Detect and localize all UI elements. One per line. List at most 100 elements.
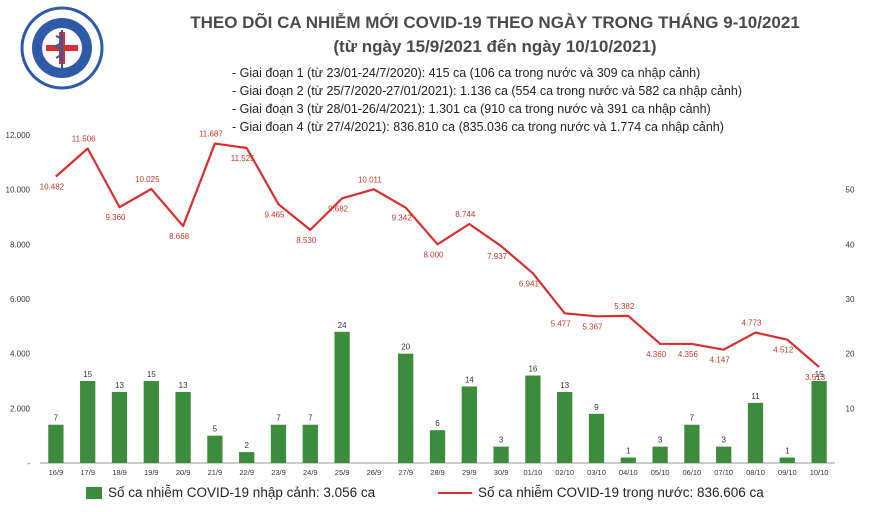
y-left-tick-label: 12.000 xyxy=(6,131,31,140)
ministry-of-health-logo xyxy=(20,6,104,90)
legend-bar-item: Số ca nhiễm COVID-19 nhập cảnh: 3.056 ca xyxy=(86,485,375,500)
x-tick-label: 28/9 xyxy=(430,468,445,477)
x-tick-label: 24/9 xyxy=(303,468,318,477)
y-left-tick-label: 2.000 xyxy=(10,404,31,413)
bar xyxy=(80,381,96,463)
line-value-label: 4.512 xyxy=(773,346,794,355)
x-tick-label: 20/9 xyxy=(176,468,191,477)
x-tick-label: 01/10 xyxy=(524,468,543,477)
x-tick-label: 09/10 xyxy=(778,468,797,477)
line-value-label: 6.941 xyxy=(519,279,540,288)
x-tick-label: 22/9 xyxy=(239,468,254,477)
line-value-label: 9.360 xyxy=(105,213,126,222)
bar xyxy=(398,353,414,463)
bar-value-label: 3 xyxy=(721,436,726,445)
line-value-label: 3.513 xyxy=(805,373,826,382)
bar-value-label: 11 xyxy=(751,392,760,401)
bar xyxy=(429,430,446,463)
bar xyxy=(557,391,573,463)
stage-4-text: - Giai đoạn 4 (từ 27/4/2021): 836.810 ca… xyxy=(232,120,724,134)
x-tick-label: 18/9 xyxy=(112,468,127,477)
bar xyxy=(143,381,159,463)
line-value-label: 10.482 xyxy=(40,182,65,191)
y-left-tick-label: 10.000 xyxy=(6,186,31,195)
x-tick-label: 17/9 xyxy=(80,468,95,477)
bar xyxy=(779,457,795,463)
y-right-tick-label: 40 xyxy=(846,240,855,249)
x-tick-label: 23/9 xyxy=(271,468,286,477)
y-right-tick-label: 10 xyxy=(846,404,855,413)
line-value-label: 8.000 xyxy=(423,250,444,259)
bar-value-label: 15 xyxy=(83,370,92,379)
stage-3-text: - Giai đoạn 3 (từ 28/01-26/4/2021): 1.30… xyxy=(232,102,711,116)
bar xyxy=(175,391,191,463)
line-value-label: 9.465 xyxy=(264,210,285,219)
line-value-label: 4.147 xyxy=(710,356,731,365)
bar-value-label: 9 xyxy=(594,403,599,412)
bar-value-label: 7 xyxy=(690,414,695,423)
stage-summary: - Giai đoạn 1 (từ 23/01-24/7/2020): 415 … xyxy=(232,64,742,136)
bar xyxy=(111,391,128,463)
line-value-label: 4.360 xyxy=(646,350,667,359)
legend-bar-swatch xyxy=(86,487,102,500)
y-right-tick-label: 30 xyxy=(846,295,855,304)
bar-value-label: 13 xyxy=(115,381,124,390)
x-tick-label: 02/10 xyxy=(555,468,574,477)
x-tick-label: 05/10 xyxy=(651,468,670,477)
bar xyxy=(48,424,64,463)
line-value-label: 9.682 xyxy=(328,204,349,213)
bar-value-label: 1 xyxy=(785,447,790,456)
line-value-label: 11.525 xyxy=(231,154,255,163)
x-tick-label: 21/9 xyxy=(208,468,223,477)
stage-1-text: - Giai đoạn 1 (từ 23/01-24/7/2020): 415 … xyxy=(232,66,701,80)
x-tick-label: 25/9 xyxy=(335,468,350,477)
bar-value-label: 3 xyxy=(658,436,663,445)
x-tick-label: 29/9 xyxy=(462,468,477,477)
bar xyxy=(461,386,477,463)
x-tick-label: 30/9 xyxy=(494,468,509,477)
line-value-label: 5.477 xyxy=(551,319,572,328)
line-value-label: 4.773 xyxy=(741,319,762,328)
bar-value-label: 14 xyxy=(465,375,474,384)
bar-value-label: 2 xyxy=(244,441,249,450)
bar-value-label: 7 xyxy=(54,414,59,423)
bar xyxy=(334,331,350,463)
bar xyxy=(747,402,764,463)
bar xyxy=(811,381,827,463)
line-value-label: 8.668 xyxy=(169,232,190,241)
y-right-tick-label: 50 xyxy=(846,186,855,195)
x-tick-label: 07/10 xyxy=(714,468,733,477)
line-value-label: 8.744 xyxy=(455,210,476,219)
y-right-tick-label: 20 xyxy=(846,350,855,359)
x-tick-label: 10/10 xyxy=(810,468,829,477)
y-left-tick-label: 8.000 xyxy=(10,240,31,249)
line-value-label: 10.025 xyxy=(135,175,160,184)
bar xyxy=(302,424,318,463)
x-tick-label: 03/10 xyxy=(587,468,606,477)
bar-value-label: 13 xyxy=(179,381,188,390)
bar xyxy=(684,424,700,463)
line-value-label: 5.382 xyxy=(614,302,635,311)
bar xyxy=(652,446,668,463)
x-tick-label: 26/9 xyxy=(367,468,382,477)
legend-line-swatch xyxy=(438,492,472,495)
line-value-label: 7.937 xyxy=(487,252,508,261)
bar xyxy=(239,452,255,463)
bar xyxy=(270,424,287,463)
x-tick-label: 04/10 xyxy=(619,468,638,477)
line-value-label: 4.356 xyxy=(678,350,699,359)
bar xyxy=(493,446,509,463)
legend-bar-label: Số ca nhiễm COVID-19 nhập cảnh: 3.056 ca xyxy=(108,485,376,500)
line-value-label: 8.530 xyxy=(296,236,317,245)
line-value-label: 10.011 xyxy=(358,175,382,184)
bar-value-label: 7 xyxy=(276,414,281,423)
legend-line-item: Số ca nhiễm COVID-19 trong nước: 836.606… xyxy=(438,485,764,500)
bar-value-label: 6 xyxy=(435,419,440,428)
x-tick-label: 08/10 xyxy=(746,468,765,477)
bar-value-label: 20 xyxy=(401,343,410,352)
bar-value-label: 16 xyxy=(528,365,537,374)
bar xyxy=(588,413,605,463)
bar-value-label: 3 xyxy=(499,436,504,445)
line-value-label: 5.367 xyxy=(582,322,603,331)
